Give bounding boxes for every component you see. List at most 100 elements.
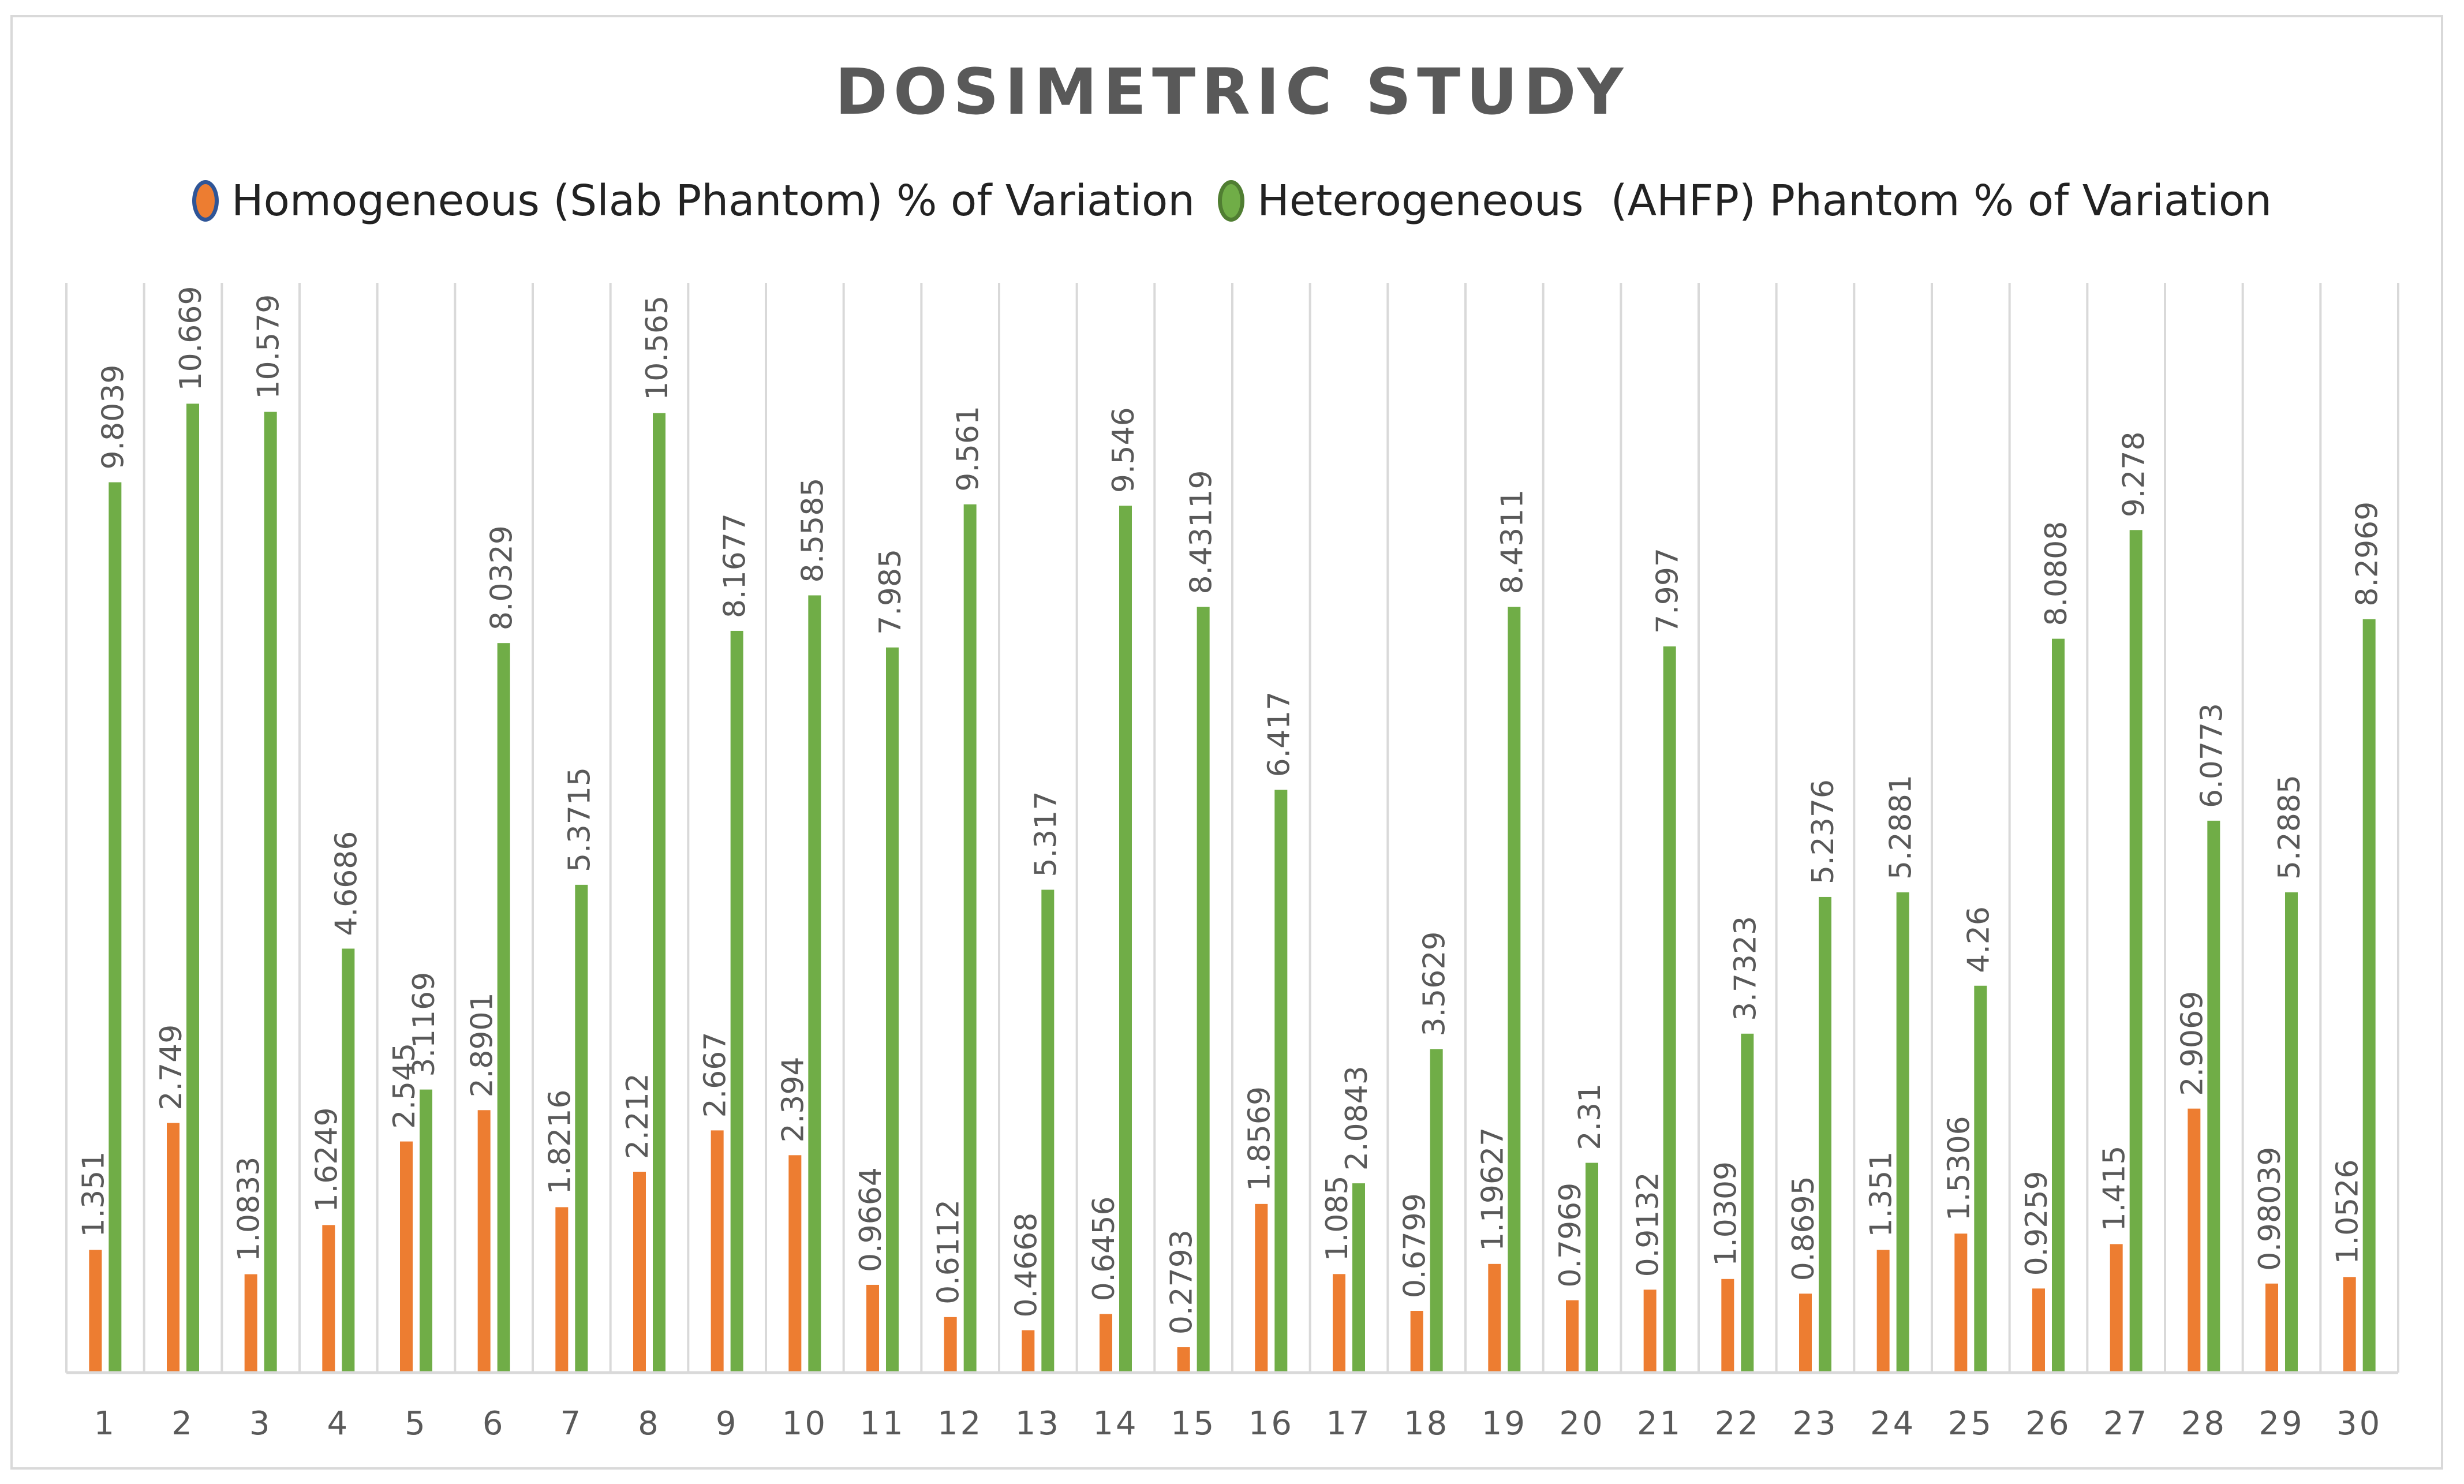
x-tick-label-9: 9 [716, 1405, 739, 1442]
data-label-homogeneous-15: 0.2793 [1165, 1229, 1199, 1335]
x-tick-label-28: 28 [2181, 1405, 2227, 1442]
x-tick-label-22: 22 [1715, 1405, 1760, 1442]
legend-item-heterogeneous: Heterogeneous (AHFP) Phantom % of Variat… [1218, 176, 2272, 226]
bar-homogeneous-6 [477, 1110, 491, 1373]
x-tick-label-18: 18 [1404, 1405, 1449, 1442]
data-label-homogeneous-6: 2.8901 [465, 992, 500, 1097]
data-label-homogeneous-4: 1.6249 [309, 1107, 344, 1212]
bar-homogeneous-9 [711, 1130, 724, 1373]
data-label-homogeneous-30: 1.0526 [2331, 1159, 2365, 1264]
x-tick-label-10: 10 [782, 1405, 828, 1442]
data-label-homogeneous-23: 0.8695 [1786, 1176, 1821, 1281]
data-label-heterogeneous-9: 8.1677 [718, 513, 753, 618]
x-tick-label-20: 20 [1559, 1405, 1605, 1442]
bar-homogeneous-25 [1954, 1233, 1968, 1373]
x-tick-label-25: 25 [1948, 1405, 1994, 1442]
bar-homogeneous-27 [2110, 1244, 2123, 1373]
data-label-heterogeneous-21: 7.997 [1651, 548, 1685, 634]
bar-heterogeneous-6 [497, 643, 510, 1373]
data-label-homogeneous-17: 1.085 [1320, 1175, 1355, 1261]
data-label-homogeneous-9: 2.667 [698, 1032, 733, 1118]
data-label-heterogeneous-14: 9.546 [1106, 407, 1141, 493]
data-label-homogeneous-19: 1.19627 [1475, 1127, 1510, 1251]
bar-heterogeneous-28 [2207, 820, 2220, 1373]
data-label-heterogeneous-15: 8.43119 [1184, 470, 1219, 594]
bar-homogeneous-24 [1876, 1250, 1890, 1373]
bar-heterogeneous-21 [1663, 646, 1676, 1373]
x-tick-label-23: 23 [1792, 1405, 1838, 1442]
bar-homogeneous-8 [633, 1171, 646, 1373]
data-label-heterogeneous-20: 2.31 [1573, 1083, 1607, 1150]
bar-heterogeneous-22 [1741, 1033, 1754, 1373]
bar-heterogeneous-9 [730, 630, 743, 1373]
x-tick-label-11: 11 [859, 1405, 905, 1442]
data-label-heterogeneous-26: 8.0808 [2039, 521, 2074, 626]
data-label-homogeneous-8: 2.212 [620, 1073, 655, 1159]
data-label-heterogeneous-29: 5.2885 [2272, 775, 2307, 880]
gridlines [65, 283, 2399, 1373]
chart-title: DOSIMETRIC STUDY [835, 55, 1629, 129]
data-label-homogeneous-21: 0.9132 [1631, 1172, 1666, 1277]
bar-homogeneous-19 [1488, 1264, 1501, 1373]
data-label-heterogeneous-19: 8.4311 [1495, 489, 1530, 595]
bar-heterogeneous-4 [342, 948, 355, 1373]
x-tick-label-24: 24 [1870, 1405, 1916, 1442]
bar-heterogeneous-3 [264, 412, 277, 1373]
data-label-heterogeneous-24: 5.2881 [1884, 775, 1919, 880]
data-label-homogeneous-11: 0.9664 [854, 1167, 888, 1272]
legend-label-homogeneous: Homogeneous (Slab Phantom) % of Variatio… [231, 176, 1195, 226]
data-label-heterogeneous-7: 5.3715 [562, 767, 597, 872]
bar-heterogeneous-26 [2052, 638, 2065, 1373]
data-label-heterogeneous-17: 2.0843 [1340, 1066, 1374, 1171]
data-label-homogeneous-7: 1.8216 [543, 1089, 577, 1194]
data-label-homogeneous-12: 0.6112 [932, 1199, 966, 1304]
data-label-homogeneous-3: 1.0833 [232, 1157, 267, 1262]
data-label-heterogeneous-18: 3.5629 [1418, 931, 1452, 1036]
legend-swatch-heterogeneous [1218, 180, 1245, 222]
x-tick-label-6: 6 [483, 1405, 506, 1442]
data-label-heterogeneous-11: 7.985 [873, 549, 908, 635]
data-label-homogeneous-26: 0.9259 [2020, 1171, 2054, 1276]
bar-heterogeneous-15 [1197, 607, 1210, 1373]
data-label-heterogeneous-10: 8.5585 [795, 478, 830, 583]
bars [89, 403, 2376, 1373]
x-tick-label-30: 30 [2336, 1405, 2382, 1442]
data-label-heterogeneous-13: 5.317 [1029, 791, 1063, 877]
bar-homogeneous-5 [400, 1141, 413, 1373]
x-tick-label-16: 16 [1248, 1405, 1294, 1442]
data-label-homogeneous-27: 1.415 [2097, 1145, 2132, 1231]
data-label-heterogeneous-16: 6.417 [1262, 691, 1296, 777]
x-tick-label-29: 29 [2259, 1405, 2304, 1442]
bar-homogeneous-14 [1100, 1314, 1112, 1373]
bar-homogeneous-13 [1022, 1330, 1035, 1373]
bar-heterogeneous-13 [1041, 889, 1055, 1373]
bar-homogeneous-20 [1566, 1300, 1579, 1373]
data-label-heterogeneous-1: 9.8039 [96, 365, 130, 470]
bar-heterogeneous-2 [186, 403, 199, 1373]
bar-homogeneous-4 [322, 1225, 335, 1373]
bar-homogeneous-15 [1177, 1347, 1190, 1373]
data-label-heterogeneous-12: 9.561 [951, 406, 986, 492]
bar-heterogeneous-30 [2362, 619, 2376, 1373]
bar-homogeneous-11 [866, 1284, 879, 1373]
x-axis: 1 2 3 4 5 6 7 8 9 10 11 12 13 14 15 16 17 18 19 20 21 22 23 24 2… [66, 1371, 2398, 1442]
data-label-homogeneous-16: 1.8569 [1242, 1086, 1277, 1191]
x-tick-label-4: 4 [327, 1405, 350, 1442]
bar-heterogeneous-5 [420, 1089, 432, 1373]
data-label-heterogeneous-2: 10.669 [174, 286, 208, 391]
bar-homogeneous-28 [2188, 1108, 2201, 1373]
bar-homogeneous-3 [244, 1274, 257, 1373]
data-label-heterogeneous-5: 3.1169 [407, 972, 442, 1077]
bar-heterogeneous-20 [1586, 1162, 1598, 1373]
x-tick-label-17: 17 [1326, 1405, 1371, 1442]
legend-swatch-homogeneous [192, 180, 219, 222]
data-label-homogeneous-28: 2.9069 [2175, 991, 2209, 1096]
x-tick-label-27: 27 [2103, 1405, 2149, 1442]
bar-heterogeneous-1 [109, 482, 122, 1373]
x-tick-label-8: 8 [638, 1405, 661, 1442]
x-tick-label-5: 5 [405, 1405, 428, 1442]
data-label-homogeneous-14: 0.6456 [1087, 1196, 1121, 1301]
x-tick-label-14: 14 [1093, 1405, 1138, 1442]
bar-homogeneous-23 [1799, 1294, 1812, 1373]
